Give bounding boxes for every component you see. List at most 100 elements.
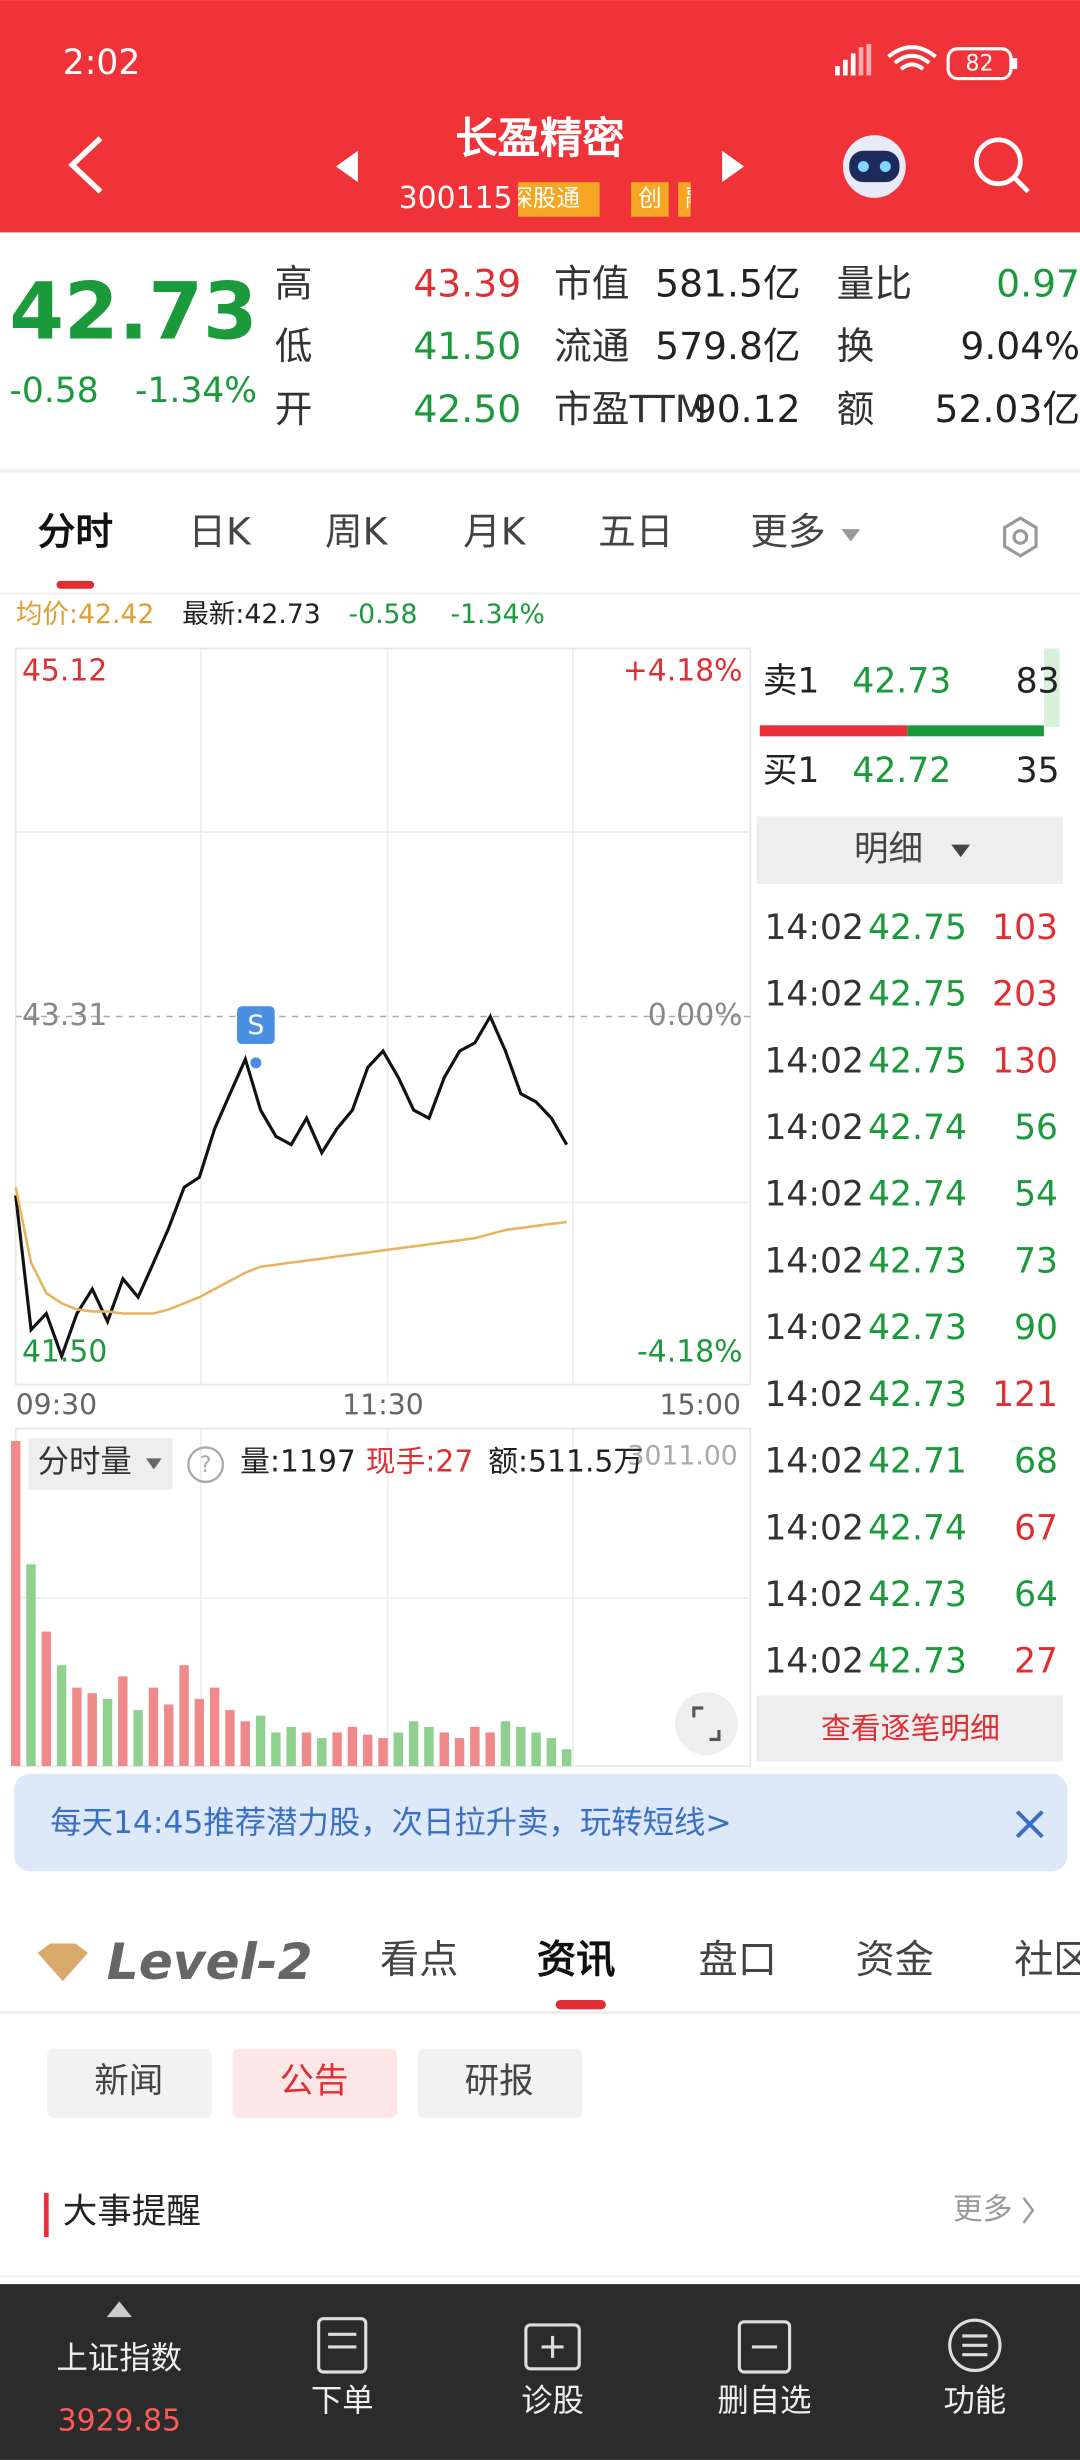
y-tick-label: 43.31 (22, 998, 107, 1033)
section-tab[interactable]: 资讯 (537, 1938, 615, 1983)
banner-text[interactable]: 每天14:45推荐潜力股，次日拉升卖，玩转短线> (50, 1805, 731, 1841)
prev-stock[interactable] (335, 150, 358, 183)
banner-bg[interactable] (14, 1773, 1068, 1872)
volume-bar (531, 1732, 541, 1767)
volume-mode-button[interactable] (28, 1437, 173, 1490)
news-tab[interactable]: 新闻 (94, 2062, 163, 2102)
volume-bar (225, 1710, 235, 1767)
more-ticks[interactable]: 查看逐笔明细 (821, 1711, 1000, 1746)
tick-price: 42.73 (868, 1642, 967, 1682)
search-button[interactable] (974, 137, 1030, 194)
volume-bar (470, 1726, 480, 1767)
info-change: -0.58 (348, 599, 417, 630)
volume-readout: 量:1197 (240, 1445, 356, 1480)
stock-name: 长盈精密 (455, 114, 625, 163)
help-icon[interactable] (187, 1446, 225, 1484)
news-tab-bg[interactable] (232, 2048, 398, 2118)
info-change-pct: -1.34% (451, 599, 545, 630)
tab[interactable]: 五日 (598, 509, 673, 553)
volume-bar (41, 1631, 52, 1767)
volume-bar (240, 1721, 250, 1767)
stat-value: 0.97 (996, 261, 1080, 305)
nav-item[interactable]: 删自选 (717, 2383, 811, 2419)
stat-value: 581.5亿 (655, 261, 800, 305)
tag-bg (518, 182, 600, 217)
tick-volume: 68 (1014, 1442, 1058, 1482)
volume-bar (133, 1710, 143, 1767)
news-tab[interactable]: 公告 (279, 2062, 348, 2102)
price-change: -0.58 (9, 371, 98, 411)
volume-mode[interactable]: 分时量 (38, 1444, 132, 1480)
expand-icon (692, 1706, 721, 1741)
avg-price-line (14, 1187, 567, 1315)
nav-item[interactable]: 诊股 (521, 2383, 584, 2419)
tab[interactable]: 分时 (38, 509, 113, 553)
expand-button[interactable] (675, 1692, 738, 1756)
tick-price: 42.71 (868, 1442, 967, 1482)
tag: 创 (638, 184, 662, 212)
back-button[interactable] (68, 136, 103, 194)
next-stock[interactable] (722, 150, 745, 183)
events-more[interactable]: 更多 (953, 2192, 1013, 2227)
signal-marker-label: S (247, 1010, 264, 1041)
pct-tick-label: 0.00% (648, 998, 743, 1033)
volume-bar (454, 1738, 465, 1767)
news-tab[interactable]: 研报 (465, 2062, 534, 2102)
tick-price: 42.75 (868, 975, 967, 1015)
volume-bar (546, 1738, 557, 1767)
nav-icons (317, 2317, 1002, 2374)
volume-bar (347, 1726, 358, 1767)
volume-readout: 额:511.5万 (488, 1445, 643, 1480)
tick-price: 42.74 (868, 1508, 967, 1548)
nav-item[interactable]: 下单 (311, 2383, 374, 2419)
stat-value: 52.03亿 (935, 387, 1080, 431)
chart-grid (15, 648, 751, 1385)
bid-label: 买1 (763, 751, 819, 791)
tick-price: 42.75 (868, 1041, 967, 1081)
tab[interactable]: 更多 (750, 509, 825, 553)
settings-button[interactable] (1003, 516, 1038, 558)
stat-value: 579.8亿 (655, 324, 800, 368)
tick-time: 14:02 (764, 1241, 863, 1281)
x-tick-label: 09:30 (16, 1389, 97, 1422)
detail-label[interactable]: 明细 (854, 829, 923, 869)
last-price: 42.73 (9, 266, 257, 358)
price-line (14, 1013, 569, 1361)
tick-price: 42.74 (868, 1108, 967, 1148)
tab[interactable]: 周K (325, 509, 389, 553)
bid-price: 42.72 (852, 751, 951, 791)
detail-button[interactable] (756, 816, 1063, 884)
bottom-nav-bg (0, 2284, 1080, 2460)
section-tab[interactable]: 社区 (1014, 1938, 1080, 1983)
volume-bar (485, 1732, 495, 1767)
tick-time: 14:02 (764, 1308, 863, 1348)
tab[interactable]: 月K (463, 509, 527, 553)
tick-volume: 73 (1014, 1241, 1058, 1281)
volume-bar (72, 1687, 82, 1767)
more-ticks-button[interactable] (756, 1695, 1063, 1762)
section-tab[interactable]: 看点 (380, 1938, 458, 1983)
nav-item[interactable]: 功能 (943, 2383, 1006, 2419)
volume-bar (516, 1726, 526, 1767)
tick-time: 14:02 (764, 908, 863, 948)
tick-volume: 103 (992, 908, 1058, 948)
volume-bar (194, 1698, 205, 1767)
tab[interactable]: 日K (188, 509, 252, 553)
volume-bar (255, 1715, 266, 1767)
section-tab[interactable]: 资金 (856, 1938, 934, 1983)
tag: 深股通 (509, 184, 580, 212)
stat-value: 43.39 (413, 261, 521, 305)
robot-button[interactable] (842, 135, 906, 198)
news-tab-bg[interactable] (417, 2048, 583, 2118)
stat-label: 流通 (554, 324, 629, 368)
index-name[interactable]: 上证指数 (57, 2340, 183, 2376)
stat-label: 市盈TTM (554, 387, 707, 431)
section-tab[interactable]: 盘口 (699, 1938, 777, 1983)
banner-close[interactable] (1015, 1810, 1044, 1839)
stat-label: 低 (275, 324, 313, 368)
news-tab-bg[interactable] (47, 2048, 212, 2118)
tag-bg (631, 182, 669, 217)
volume-bar (87, 1693, 97, 1767)
ask-volume: 83 (1016, 661, 1060, 701)
price-change-pct: -1.34% (135, 371, 257, 411)
